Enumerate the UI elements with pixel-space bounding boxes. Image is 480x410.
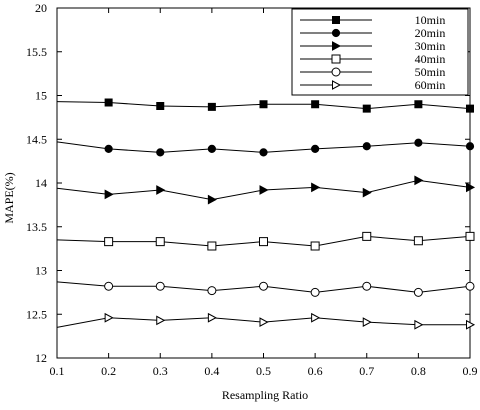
point-30min bbox=[362, 187, 372, 198]
point-40min bbox=[465, 231, 475, 241]
point-60min bbox=[362, 317, 372, 327]
point-10min bbox=[311, 100, 320, 109]
y-tick-label: 20 bbox=[35, 1, 47, 15]
legend-marker bbox=[331, 54, 341, 64]
y-tick-label: 12.5 bbox=[26, 307, 47, 321]
point-10min bbox=[207, 102, 216, 111]
point-20min bbox=[311, 144, 320, 153]
x-tick-label: 0.1 bbox=[50, 364, 65, 378]
point-40min bbox=[362, 231, 372, 241]
point-30min bbox=[466, 182, 476, 193]
legend-label: 20min bbox=[415, 26, 446, 40]
legend-label: 50min bbox=[415, 65, 446, 79]
x-axis-title: Resampling Ratio bbox=[222, 388, 308, 402]
legend-label: 30min bbox=[415, 39, 446, 53]
x-tick-label: 0.9 bbox=[463, 364, 478, 378]
point-40min bbox=[207, 241, 217, 251]
x-tick-label: 0.8 bbox=[411, 364, 426, 378]
legend-box bbox=[291, 8, 469, 96]
point-50min bbox=[413, 287, 423, 297]
point-40min bbox=[155, 237, 165, 247]
point-20min bbox=[362, 142, 371, 151]
point-10min bbox=[104, 98, 113, 107]
x-tick-label: 0.4 bbox=[204, 364, 219, 378]
point-10min bbox=[259, 100, 268, 109]
x-tick-label: 0.5 bbox=[256, 364, 271, 378]
point-60min bbox=[259, 317, 269, 327]
point-50min bbox=[465, 281, 475, 291]
point-60min bbox=[414, 319, 424, 330]
point-40min bbox=[259, 237, 268, 247]
legend-label: 40min bbox=[415, 52, 446, 66]
point-20min bbox=[259, 148, 268, 157]
point-50min bbox=[362, 281, 372, 291]
point-50min bbox=[104, 281, 114, 291]
point-50min bbox=[155, 281, 165, 291]
point-60min bbox=[466, 319, 476, 330]
y-tick-label: 14 bbox=[35, 176, 47, 190]
point-10min bbox=[156, 102, 165, 110]
point-40min bbox=[310, 241, 320, 251]
series-markers bbox=[104, 98, 476, 330]
legend-marker bbox=[332, 16, 340, 24]
y-tick-label: 15.5 bbox=[26, 45, 47, 59]
point-20min bbox=[207, 144, 216, 153]
point-20min bbox=[465, 142, 475, 151]
point-60min bbox=[207, 312, 217, 323]
point-60min bbox=[104, 312, 114, 323]
x-tick-label: 0.7 bbox=[359, 364, 374, 378]
y-tick-label: 15 bbox=[35, 89, 47, 103]
point-60min bbox=[156, 315, 166, 326]
point-30min bbox=[414, 175, 424, 186]
x-tick-label: 0.6 bbox=[308, 364, 323, 378]
point-30min bbox=[311, 182, 321, 193]
point-10min bbox=[414, 100, 423, 109]
y-axis-title: MAPE(%) bbox=[2, 172, 16, 223]
legend-marker bbox=[331, 67, 341, 77]
point-50min bbox=[259, 281, 268, 291]
x-tick-label: 0.3 bbox=[153, 364, 168, 378]
point-10min bbox=[466, 104, 474, 113]
point-50min bbox=[207, 286, 217, 296]
point-40min bbox=[104, 237, 114, 247]
y-tick-label: 13 bbox=[35, 264, 47, 278]
series-lines bbox=[56, 101, 471, 328]
legend-label: 60min bbox=[415, 78, 446, 92]
point-30min bbox=[207, 194, 217, 205]
point-10min bbox=[362, 104, 371, 113]
legend-marker bbox=[331, 28, 341, 38]
y-tick-label: 12 bbox=[35, 351, 47, 365]
point-30min bbox=[259, 185, 269, 195]
point-20min bbox=[414, 138, 423, 147]
y-tick-label: 14.5 bbox=[26, 132, 47, 146]
point-50min bbox=[310, 287, 320, 297]
point-20min bbox=[104, 144, 113, 153]
y-tick-label: 13.5 bbox=[26, 220, 47, 234]
tick-labels: 0.1 0.2 0.3 0.4 0.5 0.6 0.7 0.8 0.9 12 12.5 13 13.5 1… bbox=[26, 1, 478, 378]
point-40min bbox=[413, 236, 423, 246]
point-30min bbox=[104, 189, 114, 200]
legend-label: 10min bbox=[415, 13, 446, 27]
point-20min bbox=[156, 148, 165, 157]
point-30min bbox=[156, 185, 166, 195]
legend-marker bbox=[332, 41, 342, 51]
x-tick-label: 0.2 bbox=[101, 364, 116, 378]
point-60min bbox=[311, 312, 321, 323]
legend-marker bbox=[332, 80, 342, 90]
